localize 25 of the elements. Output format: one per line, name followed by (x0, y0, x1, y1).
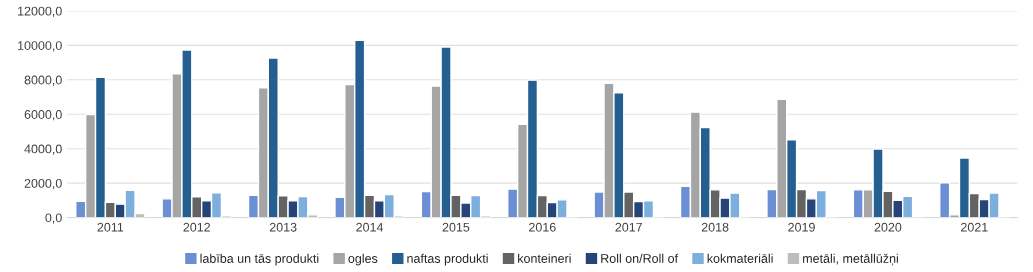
x-tick-label: 2016 (529, 222, 556, 232)
y-tick-label: 8000,0 (24, 75, 62, 86)
y-tick-label: 6000,0 (24, 110, 62, 121)
x-tick-label: 2017 (615, 222, 642, 232)
x-tick-label: 2019 (788, 222, 815, 232)
x-tick-label: 2014 (356, 222, 384, 232)
y-tick-label: 12000,0 (18, 6, 62, 18)
x-tick-label: 2015 (442, 222, 470, 232)
legend-label: metāli, metāllūžņi (803, 253, 898, 266)
x-tick-label: 2020 (874, 222, 902, 232)
x-tick-label: 2021 (961, 222, 988, 232)
legend-label: labība un tās produkti (200, 253, 319, 266)
y-tick-label: 4000,0 (24, 144, 62, 155)
legend-label: ogles (348, 253, 378, 266)
legend-label: kokmateriāli (707, 253, 773, 263)
x-tick-label: 2013 (269, 222, 297, 232)
legend-label: konteineri (518, 253, 571, 263)
legend-label: naftas produkti (407, 253, 488, 266)
x-tick-label: 2011 (97, 222, 124, 232)
x-tick-label: 2012 (183, 222, 211, 232)
x-tick-label: 2018 (701, 222, 729, 232)
y-tick-label: 10000,0 (18, 41, 62, 52)
legend-label: Roll on/Roll of (601, 253, 679, 263)
y-tick-label: 2000,0 (24, 178, 62, 190)
y-tick-label: 0,0 (45, 213, 62, 224)
